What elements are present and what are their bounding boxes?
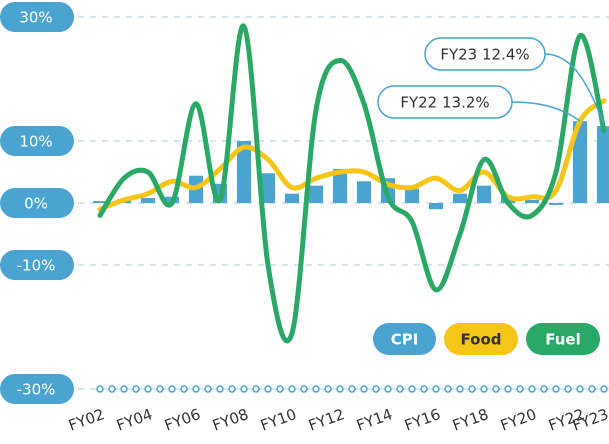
axis-dot [324, 385, 332, 393]
x-tick-label: FY12 [306, 405, 347, 435]
axis-dot [456, 385, 464, 393]
x-tick-label: FY10 [258, 405, 299, 435]
annotations: FY23 12.4% FY22 13.2% [377, 37, 605, 125]
y-tick-label: -10% [17, 257, 56, 275]
y-tick-pill [0, 250, 74, 280]
axis-dot [288, 385, 296, 393]
bar [429, 203, 443, 210]
legend-label: CPI [391, 331, 419, 349]
bar [285, 193, 299, 203]
bar [405, 188, 419, 203]
x-tick-label: FY08 [210, 405, 251, 435]
bar [597, 126, 609, 203]
legend-pill [444, 323, 518, 355]
axis-dot [384, 385, 392, 393]
y-tick-label: 0% [24, 195, 48, 213]
axis-dot [300, 385, 308, 393]
axis-dot [396, 385, 404, 393]
bar [357, 181, 371, 203]
axis-dot [504, 385, 512, 393]
axis-dot [420, 385, 428, 393]
axis-dot [528, 385, 536, 393]
axis-dot [132, 385, 140, 393]
legend-label: Fuel [545, 331, 581, 349]
bar [93, 201, 107, 203]
x-tick-label: FY02 [66, 405, 107, 435]
axis-dot [480, 385, 488, 393]
axis-dot [144, 385, 152, 393]
x-tick-label: FY16 [402, 405, 443, 435]
line [97, 98, 607, 212]
legend-pill [373, 323, 436, 355]
axis-dot [540, 385, 548, 393]
bar [333, 168, 347, 203]
x-tick-label: FY20 [498, 405, 539, 435]
bar [261, 173, 275, 203]
axis-dot [492, 385, 500, 393]
axis-dot [216, 385, 224, 393]
x-tick-label: FY04 [114, 405, 155, 435]
bar [525, 199, 539, 203]
bar [141, 198, 155, 203]
connector [544, 53, 605, 125]
axis-dot [336, 385, 344, 393]
y-tick-label: -30% [17, 381, 56, 399]
y-tick-label: 30% [19, 9, 52, 27]
bar [237, 141, 251, 203]
legend-pill [526, 323, 600, 355]
axis-dot [96, 385, 104, 393]
bar [573, 121, 587, 203]
x-tick-label: FY18 [450, 405, 491, 435]
y-tick-pill [0, 126, 74, 156]
connector [511, 101, 581, 122]
y-tick-label: 10% [19, 133, 52, 151]
axis-dot [408, 385, 416, 393]
bar [309, 185, 323, 203]
y-tick-pill [0, 188, 74, 218]
axis-dot [516, 385, 524, 393]
line [97, 23, 607, 344]
axis-dot [444, 385, 452, 393]
axis-dot [108, 385, 116, 393]
axis-dot [180, 385, 188, 393]
y-tick-pill [0, 2, 74, 32]
axis-dot [588, 385, 596, 393]
axis-dot [120, 385, 128, 393]
bar [453, 193, 467, 203]
axis-dot [204, 385, 212, 393]
annotation-box [377, 85, 513, 119]
axis-dot [276, 385, 284, 393]
axis-dot [348, 385, 356, 393]
axis-dot [264, 385, 272, 393]
axis-dot [372, 385, 380, 393]
axis-dot [156, 385, 164, 393]
axis-dot [468, 385, 476, 393]
axis-dot [564, 385, 572, 393]
axis-dot [192, 385, 200, 393]
axis-dot [432, 385, 440, 393]
axis-dot [552, 385, 560, 393]
annotation: FY23 12.4% [440, 46, 529, 64]
x-tick-label: FY14 [354, 405, 395, 435]
axis-dot [576, 385, 584, 393]
axis-dot [168, 385, 176, 393]
axis-dot [240, 385, 248, 393]
axis-dot [252, 385, 260, 393]
y-tick-pill [0, 374, 74, 404]
bar [477, 185, 491, 203]
axis-dot [600, 385, 608, 393]
axis-dot [360, 385, 368, 393]
annotation-box [424, 37, 546, 71]
bar [549, 203, 563, 205]
x-tick-label: FY06 [162, 405, 203, 435]
axis-dot [312, 385, 320, 393]
annotation: FY22 13.2% [400, 94, 489, 112]
legend-label: Food [461, 331, 502, 349]
axis-dot [228, 385, 236, 393]
